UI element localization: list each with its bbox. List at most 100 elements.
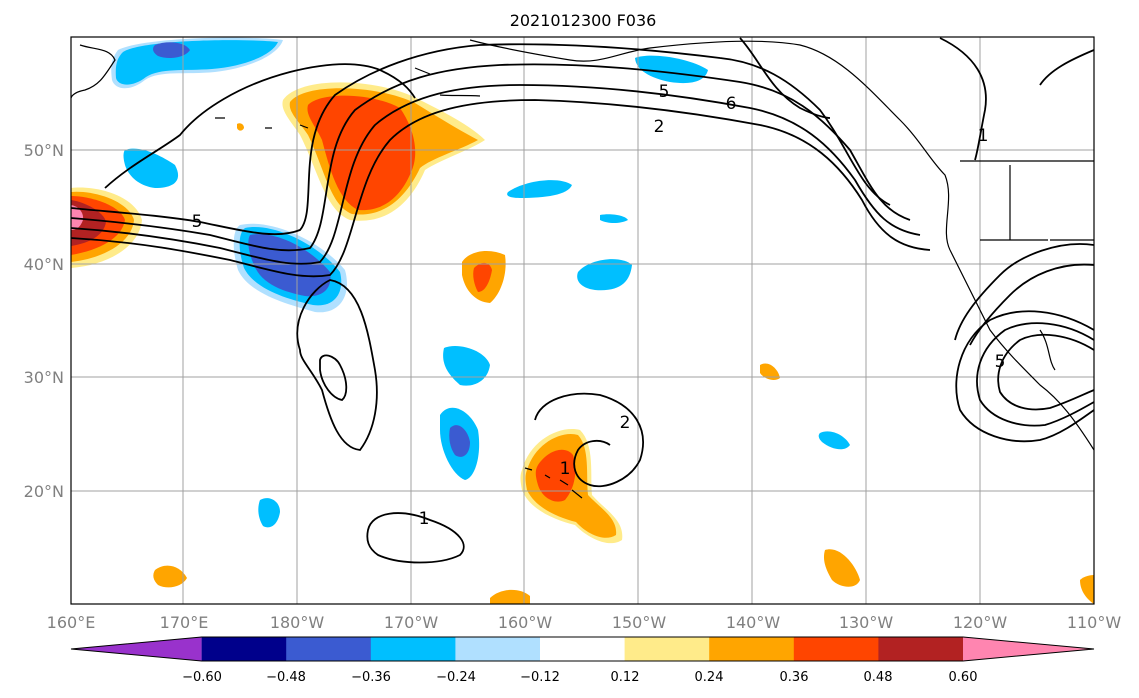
shaded-field (71, 37, 1094, 604)
lon-label: 130°W (839, 613, 894, 632)
anomaly-negative-top-3 (153, 42, 190, 58)
coastline-alaska (469, 39, 951, 251)
lon-label: 160°E (47, 613, 96, 632)
anomaly-negative-small-8 (258, 498, 280, 528)
anomaly-positive-nw-3 (307, 95, 416, 211)
contour-line-6 (319, 354, 348, 401)
latitude-labels: 50°N 40°N 30°N 20°N (24, 141, 64, 501)
map-frame (70, 36, 1095, 605)
colorbar-segment (540, 637, 626, 661)
colorbar (70, 636, 1095, 662)
contour-line-9 (366, 512, 465, 564)
contour-line-14 (969, 263, 1094, 346)
map-title: 2021012300 F036 (510, 11, 657, 30)
contour-line-2 (71, 63, 911, 252)
contour-label: 5 (659, 82, 670, 102)
colorbar-tick-label: 0.48 (864, 670, 893, 685)
colorbar-tick-label: −0.48 (266, 670, 306, 685)
anomaly-negative-small-4 (577, 259, 632, 291)
lat-label: 20°N (24, 482, 64, 501)
colorbar-segment (878, 637, 964, 661)
colorbar-segment (201, 637, 287, 661)
colorbar-segment (455, 637, 541, 661)
lon-label: 140°W (726, 613, 781, 632)
colorbar-segment (286, 637, 372, 661)
contour-line-15 (939, 37, 987, 161)
anomaly-negative-small-3 (600, 214, 628, 223)
colorbar-tick-label: −0.24 (436, 670, 476, 685)
coastline-kamchatka (71, 44, 116, 99)
colorbar-segment (963, 637, 1094, 661)
contour-label: 2 (620, 413, 631, 433)
contour-line-11 (976, 322, 1094, 427)
coastline-north-america (949, 249, 1094, 451)
contour-line-10 (955, 310, 1094, 443)
lon-label: 180°W (270, 613, 325, 632)
anomaly-positive-small-7 (237, 123, 244, 131)
colorbar-labels: −0.60 −0.48 −0.36 −0.24 −0.12 0.12 0.24 … (182, 670, 977, 685)
lon-label: 170°W (384, 613, 439, 632)
contour-labels: 5 2 5 6 1 2 1 1 5 (192, 82, 1006, 529)
anomaly-positive-small-3 (823, 549, 860, 587)
colorbar-segment (624, 637, 710, 661)
country-border (960, 160, 1094, 241)
contour-label: 2 (654, 117, 665, 137)
anomaly-negative-small-6b (449, 425, 470, 457)
contour-line-7 (104, 63, 416, 189)
lat-label: 40°N (24, 255, 64, 274)
anomaly-positive-small-5 (490, 589, 530, 604)
colorbar-tick-label: 0.36 (780, 670, 809, 685)
contour-line-3 (71, 84, 921, 265)
anomaly-negative-small-9 (818, 431, 850, 450)
colorbar-segment (71, 637, 202, 661)
lon-label: 110°W (1067, 613, 1122, 632)
lon-label: 120°W (953, 613, 1008, 632)
anomaly-positive-small-6 (1080, 575, 1094, 604)
gridlines (71, 37, 1094, 604)
colorbar-tick-label: 0.60 (949, 670, 978, 685)
colorbar-outline (70, 636, 1095, 662)
lat-label: 50°N (24, 141, 64, 160)
anomaly-negative-small-2 (507, 180, 572, 198)
colorbar-segment (370, 637, 456, 661)
map-panel: 5 2 5 6 1 2 1 1 5 (70, 36, 1095, 605)
contour-line-13 (954, 243, 1094, 341)
lon-label: 160°W (498, 613, 553, 632)
coastlines (71, 39, 1094, 499)
anomaly-positive-small-4 (153, 565, 187, 588)
contour-line-8 (534, 392, 644, 488)
lon-label: 170°E (160, 613, 209, 632)
contour-line-16 (739, 37, 831, 119)
contour-label: 5 (995, 352, 1006, 372)
anomaly-positive-small-1b (473, 262, 492, 292)
anomaly-positive-hawaii-3 (535, 449, 576, 502)
coastline-aleutians (215, 67, 481, 129)
contour-line-12 (997, 333, 1094, 411)
anomaly-negative-dateline-3 (248, 234, 331, 297)
contour-line-4 (71, 99, 931, 278)
contours (71, 37, 1094, 564)
colorbar-tick-label: 0.12 (611, 670, 640, 685)
contour-label: 1 (978, 126, 989, 146)
contour-label: 5 (192, 212, 203, 232)
colorbar-tick-label: −0.36 (351, 670, 391, 685)
anomaly-positive-west-5 (71, 205, 84, 230)
anomaly-positive-small-2 (760, 363, 780, 381)
contour-line-1 (71, 43, 891, 236)
colorbar-segment (793, 637, 879, 661)
colorbar-tick-label: −0.60 (182, 670, 222, 685)
islands-hawaii (524, 467, 583, 499)
contour-line-17 (1039, 49, 1094, 86)
lat-label: 30°N (24, 368, 64, 387)
colorbar-segment (709, 637, 795, 661)
longitude-labels: 160°E 170°E 180°W 170°W 160°W 150°W 140°… (47, 613, 1122, 632)
colorbar-tick-label: −0.12 (520, 670, 560, 685)
contour-label: 1 (560, 459, 571, 479)
anomaly-negative-small-5 (443, 345, 490, 386)
contour-line-5 (296, 279, 378, 451)
contour-label: 6 (726, 94, 737, 114)
anomaly-negative-small-1 (123, 148, 179, 188)
contour-label: 1 (419, 509, 430, 529)
colorbar-tick-label: 0.24 (695, 670, 724, 685)
